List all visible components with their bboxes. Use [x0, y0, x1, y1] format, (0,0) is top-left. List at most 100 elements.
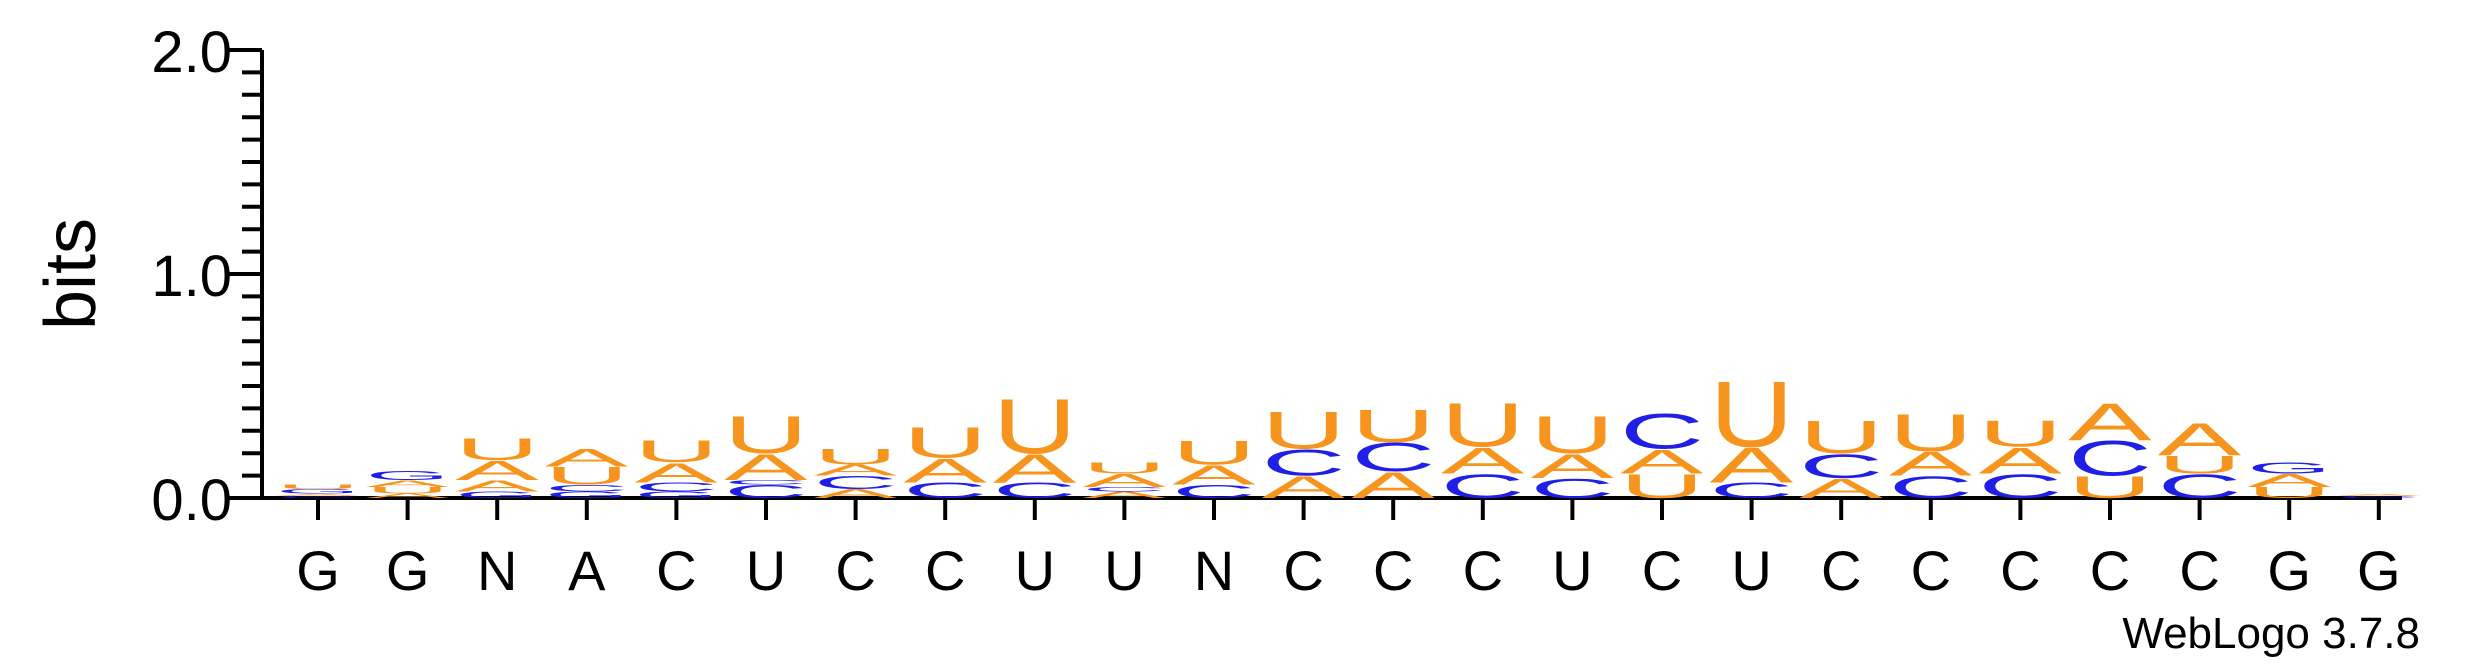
- svg-text:A: A: [1262, 470, 1346, 505]
- x-tick-label: G: [2357, 539, 2401, 602]
- svg-text:C: C: [1172, 481, 1256, 502]
- logo-letter-a: A: [366, 492, 451, 499]
- logo-letter-a: A: [366, 478, 451, 488]
- svg-text:U: U: [1082, 459, 1166, 476]
- letter-stacks: CAGUAUAGGAAUGCUAGCAUCCAUACAUCAUCAUACAUCA…: [276, 363, 2421, 506]
- svg-text:A: A: [2337, 493, 2421, 496]
- logo-letter-c: C: [1978, 467, 2062, 505]
- svg-text:C: C: [1889, 470, 1973, 505]
- logo-letter-u: U: [634, 434, 718, 469]
- logo-letter-c: C: [2158, 467, 2242, 505]
- svg-text:C: C: [1620, 404, 1704, 460]
- svg-text:A: A: [1441, 439, 1525, 481]
- svg-text:C: C: [1799, 447, 1883, 485]
- logo-letter-a: A: [1351, 464, 1435, 506]
- x-tick-label: N: [1194, 539, 1234, 602]
- svg-text:U: U: [993, 382, 1077, 469]
- logo-letter-a: A: [814, 487, 898, 501]
- x-tick-label: A: [568, 539, 606, 602]
- svg-text:C: C: [814, 472, 898, 493]
- logo-letter-a: A: [1441, 439, 1525, 481]
- logo-letter-a: A: [903, 452, 988, 490]
- logo-letter-a: A: [814, 461, 898, 478]
- x-tick-label: C: [2000, 539, 2040, 602]
- svg-text:A: A: [1710, 438, 1794, 493]
- svg-text:C: C: [1978, 467, 2062, 505]
- logo-letter-a: A: [1082, 470, 1166, 491]
- svg-text:C: C: [634, 480, 718, 494]
- logo-letter-u: U: [455, 432, 539, 467]
- x-tick-label: U: [1015, 539, 1055, 602]
- svg-text:U: U: [2247, 484, 2331, 501]
- logo-letter-c: C: [1799, 447, 1883, 485]
- x-tick-label: U: [746, 539, 786, 602]
- logo-letter-a: A: [1710, 438, 1794, 493]
- x-tick-label: U: [1552, 539, 1592, 602]
- logo-letter-a: A: [1889, 445, 1974, 483]
- logo-letter-u: U: [545, 462, 629, 490]
- svg-text:A: A: [1620, 443, 1705, 481]
- svg-text:C: C: [1262, 442, 1346, 483]
- logo-letter-a: A: [545, 444, 630, 472]
- x-tick-label: C: [925, 539, 965, 602]
- logo-letter-u: U: [2158, 451, 2242, 479]
- svg-text:A: A: [903, 452, 988, 490]
- svg-text:U: U: [724, 406, 808, 465]
- logo-letter-g: G: [2247, 459, 2331, 476]
- logo-letter-c: C: [1351, 435, 1435, 480]
- y-axis-label: bits: [31, 218, 111, 330]
- x-tick-label: G: [296, 539, 340, 602]
- logo-letter-c: C: [1889, 470, 1973, 505]
- logo-letter-c: C: [1530, 473, 1614, 504]
- logo-letter-u: U: [1710, 363, 1794, 467]
- x-tick-label: C: [2090, 539, 2130, 602]
- svg-text:C: C: [724, 479, 808, 486]
- svg-text:A: A: [1082, 490, 1167, 500]
- svg-text:C: C: [2068, 431, 2152, 487]
- logo-letter-c: C: [1172, 481, 1256, 502]
- svg-text:A: A: [276, 493, 360, 496]
- logo-letter-g: G: [366, 469, 450, 483]
- x-tick-label: C: [1911, 539, 1951, 602]
- svg-text:A: A: [724, 446, 808, 488]
- svg-text:C: C: [545, 483, 629, 493]
- svg-text:U: U: [1530, 406, 1614, 465]
- logo-letter-a: A: [993, 446, 1077, 491]
- axis-ticks: [226, 48, 2381, 520]
- x-tick-label: C: [2179, 539, 2219, 602]
- logo-letter-c: C: [545, 483, 629, 493]
- logo-letter-c: C: [724, 481, 808, 502]
- logo-letter-u: U: [724, 406, 808, 465]
- svg-text:A: A: [2158, 414, 2242, 466]
- logo-letter-u: U: [1172, 434, 1256, 472]
- logo-letter-a: A: [1082, 490, 1167, 500]
- x-tick-label: C: [1463, 539, 1503, 602]
- logo-letter-a: A: [1262, 470, 1346, 505]
- svg-text:U: U: [2068, 470, 2152, 505]
- logo-letter-c: C: [1710, 478, 1794, 502]
- logo-letter-a: A: [2068, 392, 2152, 451]
- svg-text:U: U: [2158, 451, 2242, 479]
- svg-text:U: U: [455, 432, 539, 467]
- svg-text:C: C: [1710, 478, 1794, 502]
- logo-letter-c: C: [1441, 467, 1525, 505]
- logo-letter-c: C: [2068, 431, 2152, 487]
- svg-text:U: U: [634, 434, 718, 469]
- logo-letter-u: U: [1262, 401, 1346, 460]
- svg-text:C: C: [1351, 435, 1435, 480]
- logo-letter-a: A: [455, 477, 539, 494]
- svg-text:A: A: [993, 446, 1077, 491]
- svg-text:C: C: [724, 481, 808, 502]
- svg-text:G: G: [634, 490, 718, 500]
- svg-text:G: G: [276, 488, 360, 495]
- svg-text:U: U: [1620, 467, 1704, 505]
- svg-text:C: C: [1441, 467, 1525, 505]
- logo-letter-g: G: [276, 488, 360, 495]
- logo-letter-g: G: [455, 490, 539, 500]
- svg-text:A: A: [2247, 470, 2331, 491]
- svg-text:C: C: [1082, 486, 1166, 493]
- x-tick-label: U: [1731, 539, 1771, 602]
- svg-text:A: A: [2068, 392, 2152, 451]
